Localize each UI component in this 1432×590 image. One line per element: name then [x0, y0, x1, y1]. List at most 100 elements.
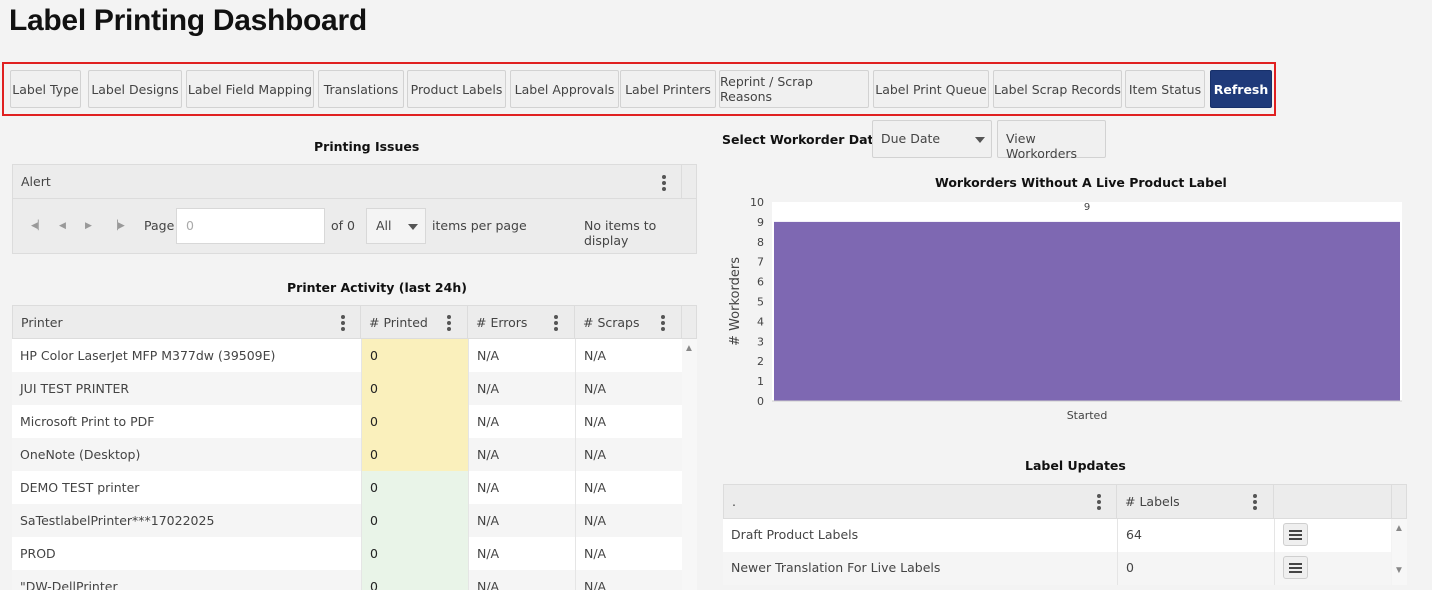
- pager-status: No items to display: [584, 218, 657, 248]
- reprint-scrap-reasons-button[interactable]: Reprint / Scrap Reasons: [719, 70, 869, 108]
- printed-count-cell: 0: [361, 339, 468, 372]
- scroll-down-icon[interactable]: ▼: [1394, 565, 1404, 576]
- label-field-mapping-button[interactable]: Label Field Mapping: [186, 70, 314, 108]
- errors-count-cell: N/A: [468, 537, 575, 570]
- label-name-column-header[interactable]: .: [723, 484, 1117, 519]
- printer-name-cell: HP Color LaserJet MFP M377dw (39509E): [20, 348, 276, 363]
- errors-column-label: # Errors: [476, 315, 528, 330]
- errors-count-cell: N/A: [468, 471, 575, 504]
- errors-count-cell: N/A: [468, 570, 575, 590]
- label-approvals-button[interactable]: Label Approvals: [510, 70, 619, 108]
- errors-count-cell: N/A: [468, 372, 575, 405]
- table-row: "DW-DellPrinter 0 N/A N/A: [12, 570, 682, 590]
- product-labels-button[interactable]: Product Labels: [407, 70, 506, 108]
- scraps-count-cell: N/A: [575, 537, 682, 570]
- column-divider: [681, 165, 682, 198]
- toolbar: Label Type Label Designs Label Field Map…: [2, 62, 1276, 116]
- y-tick-label: 6: [757, 276, 764, 289]
- translations-button[interactable]: Translations: [318, 70, 404, 108]
- table-row: Microsoft Print to PDF 0 N/A N/A: [12, 405, 682, 438]
- label-designs-button[interactable]: Label Designs: [88, 70, 182, 108]
- hamburger-menu-icon[interactable]: [1283, 556, 1308, 579]
- y-tick-label: 1: [757, 375, 764, 388]
- labels-count-column-header[interactable]: # Labels: [1117, 484, 1274, 519]
- prev-page-icon[interactable]: ◀: [59, 221, 66, 231]
- table-row: SaTestlabelPrinter***17022025 0 N/A N/A: [12, 504, 682, 537]
- table-row: OneNote (Desktop) 0 N/A N/A: [12, 438, 682, 471]
- workorders-chart: 0 1 2 3 4 5 6 7 8 9 10 # Workorders 9 Started: [728, 196, 1402, 422]
- scraps-count-cell: N/A: [575, 339, 682, 372]
- y-tick-label: 8: [757, 236, 764, 249]
- scrollbar-header: [1392, 484, 1407, 519]
- errors-count-cell: N/A: [468, 405, 575, 438]
- scraps-column-label: # Scraps: [583, 315, 640, 330]
- page-label: Page: [144, 218, 175, 233]
- printed-column-menu-icon[interactable]: [447, 315, 451, 331]
- scraps-count-cell: N/A: [575, 570, 682, 590]
- printing-issues-header: Alert: [12, 164, 697, 199]
- label-update-actions: [1274, 552, 1391, 585]
- x-category-label: Started: [1067, 409, 1108, 422]
- label-printers-button[interactable]: Label Printers: [620, 70, 716, 108]
- scrollbar-header: [682, 305, 697, 339]
- workorder-date-select[interactable]: Due Date: [872, 120, 992, 158]
- items-per-page-select[interactable]: All: [366, 208, 426, 244]
- workorder-date-label: Select Workorder Date: [722, 132, 883, 147]
- last-page-icon[interactable]: ▕▶: [111, 221, 125, 231]
- first-page-icon[interactable]: ◀▏: [31, 221, 45, 231]
- printer-column-header[interactable]: Printer: [12, 305, 361, 339]
- y-axis-label: # Workorders: [728, 257, 743, 346]
- label-update-actions: [1274, 519, 1391, 552]
- printed-count-cell: 0: [361, 372, 468, 405]
- label-print-queue-button[interactable]: Label Print Queue: [873, 70, 989, 108]
- labels-count-column-menu-icon[interactable]: [1253, 494, 1257, 510]
- printer-activity-scrollbar[interactable]: ▲: [682, 339, 697, 590]
- errors-column-header[interactable]: # Errors: [468, 305, 575, 339]
- view-workorders-button[interactable]: View Workorders: [997, 120, 1106, 161]
- printing-issues-pager: ◀▏ ◀ ▶ ▕▶ Page 0 of 0 All items per page…: [12, 199, 697, 254]
- printer-column-menu-icon[interactable]: [341, 315, 345, 331]
- alert-column-header[interactable]: Alert: [21, 174, 51, 189]
- printer-name-cell: SaTestlabelPrinter***17022025: [20, 513, 215, 528]
- y-tick-label: 9: [757, 216, 764, 229]
- scraps-count-cell: N/A: [575, 405, 682, 438]
- item-status-button[interactable]: Item Status: [1125, 70, 1205, 108]
- scraps-count-cell: N/A: [575, 504, 682, 537]
- printer-activity-title: Printer Activity (last 24h): [287, 280, 467, 295]
- label-update-count: 64: [1117, 519, 1274, 552]
- y-tick-label: 2: [757, 355, 764, 368]
- label-name-column-menu-icon[interactable]: [1097, 494, 1101, 510]
- alert-column-menu-icon[interactable]: [662, 175, 666, 191]
- next-page-icon[interactable]: ▶: [85, 221, 92, 231]
- printed-column-header[interactable]: # Printed: [361, 305, 468, 339]
- printer-column-label: Printer: [21, 315, 63, 330]
- refresh-button[interactable]: Refresh: [1210, 70, 1272, 108]
- table-row: PROD 0 N/A N/A: [12, 537, 682, 570]
- label-updates-scrollbar[interactable]: ▲ ▼: [1392, 519, 1407, 585]
- label-update-name: Draft Product Labels: [731, 527, 859, 542]
- scroll-up-icon[interactable]: ▲: [684, 343, 694, 354]
- labels-count-column-label: # Labels: [1125, 494, 1180, 509]
- printing-issues-title: Printing Issues: [314, 139, 420, 154]
- bar-data-label: 9: [1084, 202, 1090, 213]
- printer-activity-table: Printer # Printed # Errors # Scraps HP C…: [12, 305, 697, 590]
- hamburger-menu-icon[interactable]: [1283, 523, 1308, 546]
- scraps-column-header[interactable]: # Scraps: [575, 305, 682, 339]
- errors-count-cell: N/A: [468, 438, 575, 471]
- errors-column-menu-icon[interactable]: [554, 315, 558, 331]
- page-number-input[interactable]: 0: [176, 208, 325, 244]
- scraps-column-menu-icon[interactable]: [661, 315, 665, 331]
- printer-name-cell: "DW-DellPrinter: [20, 579, 118, 590]
- printed-count-cell: 0: [361, 570, 468, 590]
- label-type-button[interactable]: Label Type: [10, 70, 81, 108]
- workorder-date-value: Due Date: [881, 131, 941, 146]
- scraps-count-cell: N/A: [575, 471, 682, 504]
- scraps-count-cell: N/A: [575, 372, 682, 405]
- label-update-name: Newer Translation For Live Labels: [731, 560, 941, 575]
- printed-count-cell: 0: [361, 537, 468, 570]
- label-scrap-records-button[interactable]: Label Scrap Records: [993, 70, 1122, 108]
- y-tick-label: 0: [757, 395, 764, 408]
- scroll-up-icon[interactable]: ▲: [1394, 523, 1404, 534]
- table-row: Newer Translation For Live Labels 0: [723, 552, 1391, 585]
- page-count-label: of 0: [331, 218, 355, 233]
